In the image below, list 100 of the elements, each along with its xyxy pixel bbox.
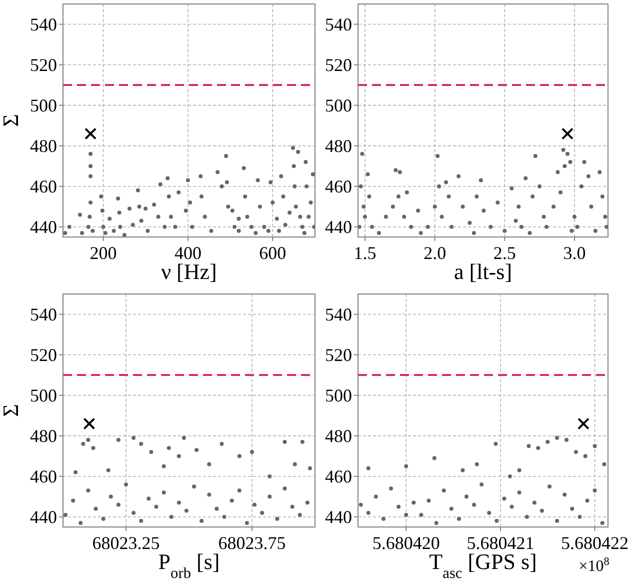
y-tick-label: 460 bbox=[30, 176, 57, 196]
point bbox=[214, 506, 219, 511]
point bbox=[460, 468, 465, 472]
y-tick-label: 500 bbox=[325, 385, 352, 406]
point bbox=[510, 504, 514, 509]
point bbox=[101, 516, 106, 521]
point bbox=[583, 454, 588, 458]
x-tick-label: 200 bbox=[90, 243, 117, 263]
point bbox=[540, 508, 544, 513]
y-tick-label: 500 bbox=[325, 95, 352, 116]
point bbox=[184, 508, 188, 513]
point bbox=[282, 486, 287, 491]
y-tick-label: 540 bbox=[30, 14, 57, 34]
point bbox=[116, 438, 120, 442]
point bbox=[83, 418, 96, 430]
point bbox=[494, 518, 499, 523]
point bbox=[526, 444, 531, 448]
point bbox=[182, 436, 186, 440]
y-tick-label: 500 bbox=[30, 95, 57, 116]
point bbox=[86, 488, 90, 493]
point bbox=[298, 512, 302, 517]
point bbox=[154, 504, 158, 509]
point bbox=[86, 438, 90, 442]
point bbox=[502, 496, 506, 501]
point bbox=[449, 506, 454, 511]
point bbox=[176, 454, 181, 458]
point bbox=[282, 440, 287, 444]
x-tick-label: 68023.75 bbox=[218, 533, 286, 553]
point bbox=[555, 518, 560, 523]
point bbox=[132, 436, 136, 440]
x-tick-label: 5.680422 bbox=[561, 533, 629, 553]
y-tick-label: 460 bbox=[30, 466, 57, 486]
point bbox=[192, 484, 196, 488]
y-tick-label: 480 bbox=[325, 136, 352, 156]
point bbox=[487, 510, 492, 515]
y-tick-label: 540 bbox=[325, 14, 352, 34]
point bbox=[517, 490, 522, 495]
point bbox=[290, 504, 294, 509]
point bbox=[366, 466, 370, 470]
point bbox=[432, 456, 436, 460]
point bbox=[260, 510, 264, 515]
point bbox=[412, 500, 416, 505]
point bbox=[194, 448, 199, 452]
y-axis-title: Σ bbox=[0, 114, 23, 127]
point bbox=[200, 518, 204, 523]
y-tick-label: 480 bbox=[30, 136, 57, 156]
point bbox=[230, 498, 234, 503]
x-tick-label: 1.5 bbox=[354, 243, 376, 263]
point bbox=[71, 498, 76, 503]
point bbox=[546, 440, 550, 444]
point bbox=[268, 494, 272, 499]
y-tick-label: 440 bbox=[325, 506, 352, 527]
point bbox=[292, 462, 297, 466]
point bbox=[108, 494, 113, 499]
point bbox=[434, 520, 438, 525]
y-tick-label: 540 bbox=[325, 304, 352, 324]
y-tick-label: 460 bbox=[325, 466, 352, 486]
y-tick-label: 520 bbox=[30, 54, 57, 75]
y-tick-label: 540 bbox=[30, 304, 57, 324]
point bbox=[464, 494, 468, 499]
point bbox=[300, 440, 304, 444]
point bbox=[81, 442, 86, 446]
point bbox=[592, 488, 597, 493]
y-axis-title: Σ bbox=[0, 404, 23, 417]
point bbox=[162, 464, 166, 468]
point bbox=[94, 506, 98, 511]
point bbox=[149, 450, 154, 454]
point bbox=[374, 494, 378, 499]
point bbox=[305, 500, 310, 505]
point bbox=[577, 418, 590, 430]
y-tick-label: 460 bbox=[325, 176, 352, 196]
point bbox=[442, 488, 446, 493]
y-tick-label: 520 bbox=[325, 54, 352, 75]
x-tick-label: 68023.25 bbox=[92, 533, 160, 553]
point bbox=[585, 498, 590, 503]
point bbox=[78, 520, 83, 525]
y-tick-label: 440 bbox=[30, 216, 57, 237]
point bbox=[494, 442, 498, 446]
point bbox=[592, 444, 597, 448]
point bbox=[404, 464, 408, 468]
point bbox=[308, 466, 312, 470]
point bbox=[578, 514, 582, 519]
y-tick-label: 520 bbox=[325, 344, 352, 365]
point bbox=[146, 496, 151, 501]
point bbox=[419, 512, 424, 517]
point bbox=[237, 488, 242, 493]
point bbox=[548, 484, 552, 488]
y-tick-label: 480 bbox=[30, 426, 57, 446]
point bbox=[480, 482, 484, 486]
x-tick-label: 2.0 bbox=[424, 243, 446, 263]
point bbox=[396, 504, 401, 509]
point bbox=[517, 468, 522, 472]
point bbox=[116, 502, 120, 507]
point bbox=[602, 462, 606, 466]
point bbox=[426, 498, 431, 503]
y-tick-label: 520 bbox=[30, 344, 57, 365]
point bbox=[472, 502, 476, 507]
text: ×10$^{8}$ bbox=[578, 556, 610, 575]
y-tick-label: 480 bbox=[325, 426, 352, 446]
point bbox=[106, 468, 110, 472]
